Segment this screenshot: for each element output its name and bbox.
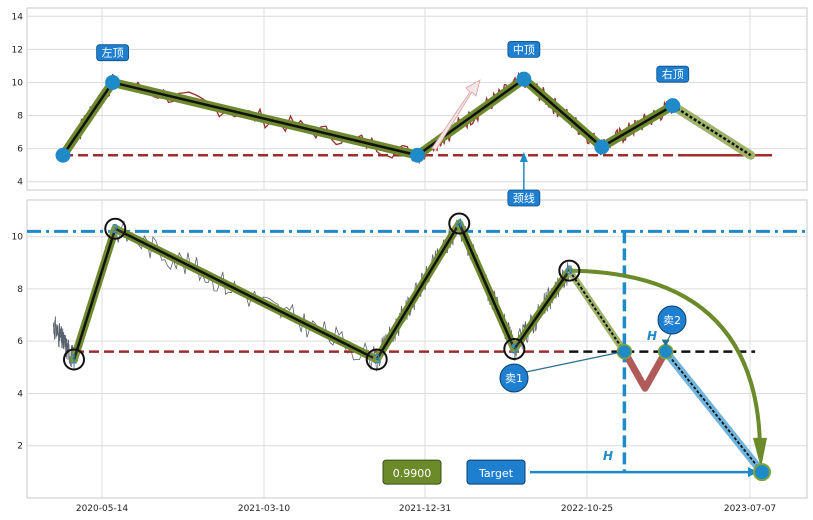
x-tick-label: 2021-12-31 bbox=[399, 504, 451, 514]
bottom-pattern-line bbox=[114, 227, 378, 361]
pattern-point-label: 3 bbox=[373, 352, 381, 366]
top-pattern-line bbox=[672, 104, 752, 157]
pattern-point-label: 4 bbox=[455, 217, 463, 231]
target-value-label: 0.9900 bbox=[393, 467, 432, 480]
top-y-tick-label: 12 bbox=[12, 45, 23, 55]
x-tick-label: 2020-05-14 bbox=[76, 504, 129, 514]
pattern-point-marker bbox=[365, 348, 388, 371]
sell2-bubble bbox=[657, 305, 687, 335]
bottom-y-tick-label: 2 bbox=[17, 442, 23, 452]
height-label-lower: H bbox=[603, 449, 613, 463]
pattern-point-label: 5 bbox=[510, 342, 518, 356]
top-trend-arrow bbox=[431, 79, 481, 151]
top-pivot-point bbox=[55, 147, 71, 163]
x-tick-label: 2023-07-07 bbox=[724, 504, 776, 514]
bottom-pattern-line bbox=[72, 228, 117, 360]
top-pattern-line bbox=[61, 81, 114, 156]
pattern-point-marker bbox=[63, 348, 85, 371]
x-tick-label: 2022-10-25 bbox=[561, 504, 613, 514]
pattern-point-label: 2 bbox=[111, 222, 119, 236]
top-pivot-point bbox=[516, 71, 532, 87]
target-label: Target bbox=[478, 467, 514, 480]
top-annotation-box bbox=[656, 65, 690, 83]
pattern-point-marker bbox=[503, 338, 526, 360]
top-y-tick-label: 4 bbox=[17, 178, 23, 188]
sell1-label: 卖1 bbox=[505, 372, 523, 385]
bottom-y-tick-label: 4 bbox=[17, 389, 23, 399]
pattern-point-marker bbox=[448, 212, 471, 235]
pattern-point-label: 6 bbox=[566, 264, 574, 278]
target-point-marker bbox=[753, 463, 771, 482]
sell2-pointer-head bbox=[661, 339, 670, 347]
projection-line bbox=[568, 270, 626, 353]
bottom-pattern-line bbox=[375, 222, 461, 361]
bottom-y-tick-label: 10 bbox=[12, 233, 24, 243]
top-pivot-point bbox=[105, 74, 121, 90]
breakdown-line bbox=[664, 351, 763, 473]
top-pivot-point bbox=[410, 147, 425, 163]
top-y-tick-label: 10 bbox=[12, 78, 24, 88]
top-annotation-label: 右顶 bbox=[662, 67, 684, 81]
top-pattern-line bbox=[523, 78, 603, 148]
bottom-y-tick-label: 6 bbox=[17, 337, 23, 347]
pattern-point-marker bbox=[104, 217, 127, 240]
target-value-box bbox=[382, 459, 442, 485]
pattern-point-marker bbox=[558, 259, 581, 282]
top-pivot-point bbox=[665, 98, 681, 114]
top-y-tick-label: 14 bbox=[12, 12, 24, 22]
pullback-band bbox=[621, 349, 669, 392]
target-curve-arrow bbox=[569, 268, 763, 457]
sell1-pointer bbox=[525, 352, 619, 373]
neckline-pointer-head bbox=[519, 152, 528, 162]
bottom-pattern-line bbox=[513, 269, 571, 350]
top-annotation-box bbox=[507, 40, 541, 58]
top-annotation-label: 中顶 bbox=[513, 43, 535, 56]
sell-point-marker bbox=[616, 343, 633, 360]
top-annotation-label: 左顶 bbox=[102, 47, 124, 60]
sell-point-marker bbox=[657, 343, 674, 360]
sell2-label: 卖2 bbox=[663, 314, 681, 327]
top-annotation-box bbox=[96, 44, 130, 62]
top-pattern-line bbox=[601, 104, 674, 149]
top-pivot-point bbox=[594, 139, 610, 155]
bottom-y-tick-label: 8 bbox=[17, 285, 23, 295]
height-label-upper: H bbox=[647, 329, 657, 343]
target-curve-head bbox=[753, 437, 767, 468]
top-y-tick-label: 8 bbox=[17, 112, 23, 122]
pattern-point-label: 1 bbox=[70, 352, 78, 366]
target-label-box bbox=[466, 459, 526, 485]
sell1-bubble bbox=[499, 363, 529, 393]
bottom-pattern-line bbox=[458, 223, 516, 350]
x-tick-label: 2021-03-10 bbox=[238, 504, 291, 514]
top-pattern-line bbox=[112, 81, 418, 157]
top-annotation-label: 颈线 bbox=[513, 191, 535, 205]
top-y-tick-label: 6 bbox=[17, 145, 23, 155]
